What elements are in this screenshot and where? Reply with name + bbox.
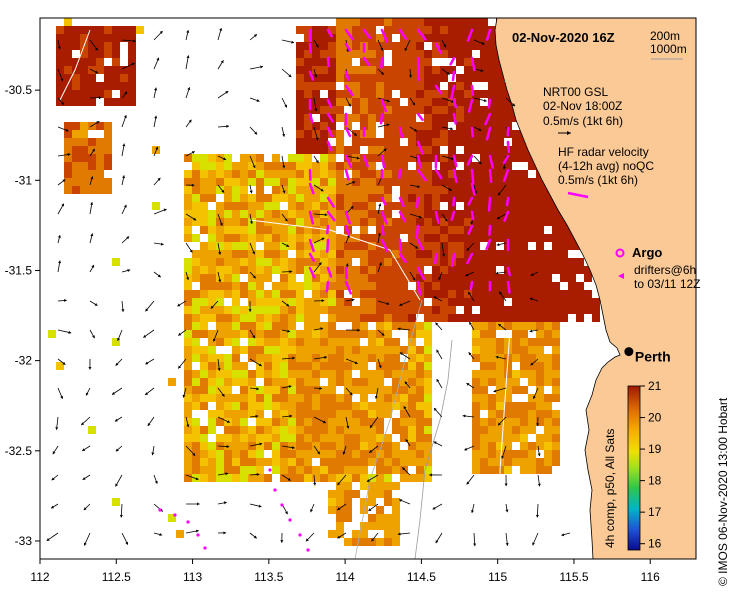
lat-tick-label: -32 bbox=[15, 354, 33, 368]
lon-tick-label: 115 bbox=[488, 570, 507, 584]
colorbar-tick-label: 18 bbox=[648, 474, 662, 488]
drifters-label-line2: to 03/11 12Z bbox=[634, 277, 701, 291]
colorbar bbox=[627, 385, 641, 551]
lon-tick-label: 113 bbox=[183, 570, 202, 584]
colorbar-tick-label: 19 bbox=[648, 442, 662, 456]
depth-label-1000m: 1000m bbox=[650, 42, 687, 56]
colorbar-tick-label: 20 bbox=[648, 411, 662, 425]
credit-text: © IMOS 06-Nov-2020 13:00 Hobart bbox=[716, 397, 730, 586]
depth-label-200m: 200m bbox=[650, 29, 680, 43]
date-title: 02-Nov-2020 16Z bbox=[512, 30, 615, 45]
hf-scale-arrow bbox=[567, 191, 589, 199]
contour-line-nw bbox=[59, 29, 91, 101]
lon-tick-label: 114 bbox=[336, 570, 355, 584]
lon-tick-label: 113.5 bbox=[254, 570, 283, 584]
lat-tick-label: -32.5 bbox=[5, 444, 33, 458]
drifter-tracks bbox=[158, 468, 310, 552]
land-mass bbox=[494, 18, 696, 559]
lon-tick-label: 114.5 bbox=[407, 570, 436, 584]
lon-tick-label: 112 bbox=[30, 570, 49, 584]
contour-line-central bbox=[249, 219, 421, 301]
bathymetry-1000m bbox=[354, 299, 423, 559]
lat-tick-label: -31 bbox=[15, 173, 33, 187]
argo-marker-icon bbox=[615, 248, 625, 258]
model-scale-arrow-head bbox=[567, 131, 571, 135]
perth-marker-icon bbox=[624, 347, 634, 357]
colorbar-tick-label: 16 bbox=[648, 537, 662, 551]
model-current-vectors bbox=[46, 27, 571, 547]
contour-line-east bbox=[499, 329, 511, 521]
hf-radar-vectors bbox=[308, 28, 512, 296]
lon-tick-label: 116 bbox=[641, 570, 660, 584]
argo-label: Argo bbox=[632, 245, 662, 260]
plot-frame bbox=[39, 17, 697, 560]
model-label-line1: NRT00 GSL bbox=[543, 85, 608, 99]
model-scale-label: 0.5m/s (1kt 6h) bbox=[543, 114, 623, 128]
colorbar-label: 4h comp, p50, All Sats bbox=[603, 429, 617, 548]
lon-tick-label: 115.5 bbox=[559, 570, 588, 584]
city-label: Perth bbox=[635, 349, 671, 365]
lat-tick-label: -31.5 bbox=[5, 263, 33, 277]
drifter-marker-icon bbox=[618, 273, 624, 279]
hf-label-line1: HF radar velocity bbox=[558, 145, 649, 159]
hf-label-line2: (4-12h avg) noQC bbox=[558, 159, 654, 173]
bathymetry-200m bbox=[414, 339, 453, 559]
lat-tick-label: -30.5 bbox=[5, 83, 33, 97]
model-label-line2: 02-Nov 18:00Z bbox=[543, 99, 622, 113]
latitude-axis: -30.5 -31 -31.5 -32 -32.5 -33 bbox=[5, 83, 40, 548]
colorbar-tick-label: 17 bbox=[648, 505, 662, 519]
hf-scale-label: 0.5m/s (1kt 6h) bbox=[558, 173, 638, 187]
plot-area bbox=[46, 18, 696, 559]
drifters-label-line1: drifters@6h bbox=[634, 263, 696, 277]
longitude-axis: 112 112.5 113 113.5 114 114.5 115 115.5 116 bbox=[30, 559, 660, 584]
lon-tick-label: 112.5 bbox=[102, 570, 131, 584]
colorbar-tick-label: 21 bbox=[648, 379, 662, 393]
colorbar-ticks: 21 20 19 18 17 16 bbox=[640, 379, 662, 551]
lat-tick-label: -33 bbox=[15, 534, 33, 548]
